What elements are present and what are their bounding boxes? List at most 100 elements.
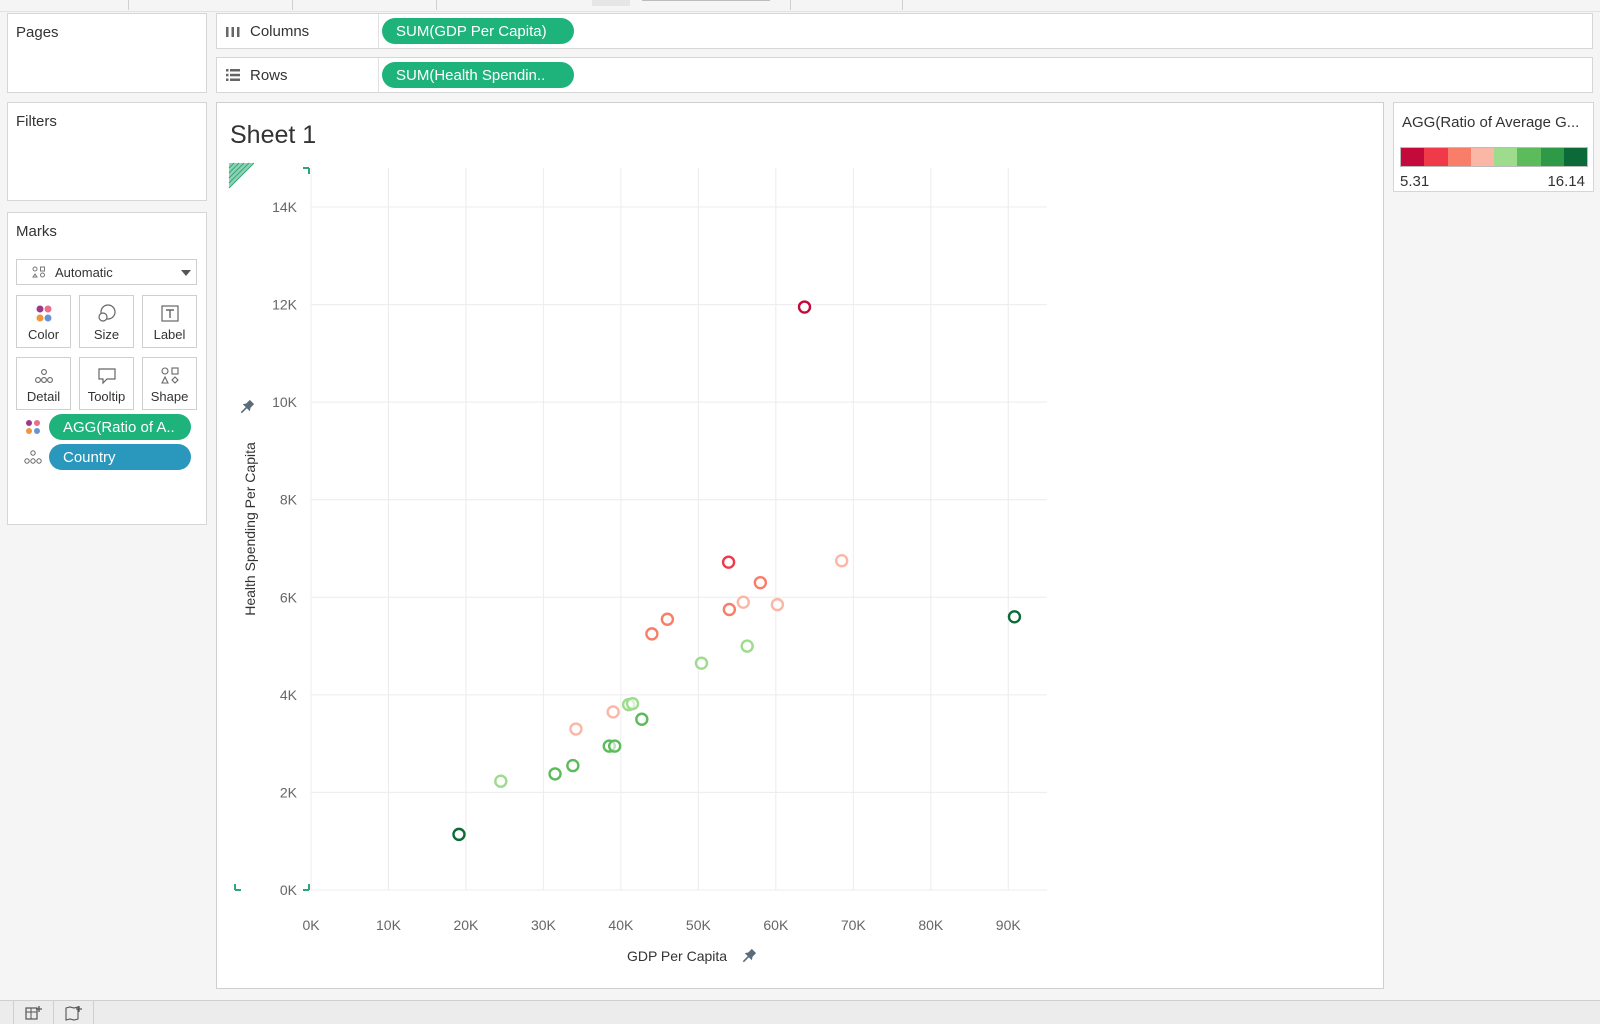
y-tick-label: 4K (280, 687, 298, 703)
frame-corner (303, 167, 310, 174)
rows-shelf[interactable]: Rows SUM(Health Spendin.. (216, 57, 1593, 93)
x-axis-title: GDP Per Capita (627, 948, 727, 964)
sheet-tab-bar (0, 1000, 1600, 1024)
data-point (797, 300, 812, 314)
gdp-per-capita-pill[interactable]: SUM(GDP Per Capita) (382, 18, 574, 44)
legend-swatch (1517, 148, 1541, 166)
color-button[interactable]: Color (16, 295, 71, 348)
legend-swatch (1401, 148, 1425, 166)
label-button[interactable]: Label (142, 295, 197, 348)
color-ramp (1400, 147, 1588, 167)
label-icon (160, 305, 179, 322)
y-tick-label: 0K (280, 882, 298, 898)
data-point (607, 739, 622, 753)
x-tick-label: 80K (918, 917, 944, 933)
automatic-icon (32, 266, 45, 278)
x-tick-label: 90K (996, 917, 1022, 933)
legend-max-value: 16.14 (1547, 173, 1585, 190)
size-button-label: Size (93, 327, 120, 342)
toolbar-tab[interactable] (642, 0, 770, 1)
detail-icon (34, 369, 53, 383)
health-spending-pill[interactable]: SUM(Health Spendin.. (382, 62, 574, 88)
detail-button[interactable]: Detail (16, 357, 71, 410)
y-axis-pin-icon[interactable] (238, 399, 256, 417)
pages-card[interactable]: Pages (7, 13, 207, 93)
data-point (834, 554, 849, 568)
data-point (722, 602, 737, 617)
detail-field-pill[interactable]: Country (49, 444, 191, 470)
data-point (566, 758, 580, 773)
y-tick-label: 2K (280, 784, 298, 800)
data-point (452, 827, 466, 842)
size-button[interactable]: Size (79, 295, 134, 348)
corner-hatch (228, 162, 250, 184)
color-field-pill[interactable]: AGG(Ratio of A.. (49, 414, 191, 440)
data-point (569, 722, 583, 736)
mark-type-label: Automatic (55, 264, 113, 280)
data-point (625, 696, 640, 711)
toolbar-divider (790, 0, 791, 10)
y-tick-label: 8K (280, 492, 298, 508)
frame-corner (303, 884, 310, 891)
legend-swatch (1494, 148, 1518, 166)
chevron-down-icon[interactable] (181, 270, 191, 276)
columns-shelf[interactable]: Columns SUM(GDP Per Capita) (216, 13, 1593, 49)
data-point (770, 597, 785, 612)
mark-type-dropdown[interactable]: Automatic (16, 259, 197, 285)
y-tick-label: 12K (272, 297, 298, 313)
color-button-label: Color (27, 327, 60, 342)
y-tick-label: 14K (272, 199, 298, 215)
scatter-plot[interactable]: 0K 10K 20K 30K 40K 50K 60K 70K 80K 90K 0K 2K 4K 6K 8K 1… (217, 103, 1385, 990)
marks-card: Marks Automatic Color Size Label (7, 212, 207, 525)
detail-button-label: Detail (26, 389, 61, 404)
shape-button[interactable]: Shape (142, 357, 197, 410)
frame-corner (234, 884, 241, 891)
data-point (740, 639, 754, 653)
legend-title: AGG(Ratio of Average G... (1402, 114, 1580, 131)
tab-scroll[interactable] (0, 1001, 14, 1024)
color-encoding-icon (26, 420, 40, 434)
color-legend[interactable]: AGG(Ratio of Average G... 5.31 16.14 (1393, 102, 1594, 192)
columns-shelf-header: Columns (217, 14, 379, 48)
toolbar-tab[interactable] (592, 0, 630, 6)
x-tick-label: 10K (376, 917, 402, 933)
corner-hatch (228, 162, 240, 174)
shape-button-label: Shape (150, 389, 189, 404)
x-axis-pin-icon[interactable] (740, 948, 758, 966)
size-icon (97, 304, 116, 322)
data-point (694, 656, 709, 670)
tooltip-button-label: Tooltip (87, 389, 126, 404)
x-tick-label: 50K (686, 917, 712, 933)
x-tick-label: 30K (531, 917, 557, 933)
x-tick-label: 20K (453, 917, 479, 933)
legend-swatch (1563, 148, 1587, 166)
label-button-label: Label (153, 327, 186, 342)
pages-title: Pages (16, 24, 59, 41)
data-point (660, 612, 675, 626)
new-sheet-button[interactable] (14, 1001, 54, 1024)
corner-hatch (228, 162, 245, 179)
filters-card[interactable]: Filters (7, 102, 207, 201)
rows-label: Rows (250, 66, 288, 84)
x-tick-label: 40K (608, 917, 634, 933)
new-dashboard-icon (64, 1006, 82, 1021)
new-dashboard-button[interactable] (54, 1001, 94, 1024)
data-point (548, 767, 562, 781)
shape-icon (160, 367, 179, 384)
toolbar-divider (128, 0, 129, 10)
toolbar-divider (292, 0, 293, 10)
data-point (721, 555, 736, 569)
sheet-title: Sheet 1 (230, 121, 317, 149)
data-point (606, 705, 620, 719)
x-tick-label: 60K (763, 917, 789, 933)
x-tick-label: 70K (841, 917, 867, 933)
legend-swatch (1447, 148, 1471, 166)
viz-canvas[interactable]: Sheet 1 0K 10K 20K 30K 40K 50K 60K 70K 80K 90K 0K 2… (216, 102, 1384, 989)
toolbar-divider (902, 0, 903, 10)
data-point (1007, 610, 1022, 624)
rows-icon (226, 69, 240, 81)
corner-hatch (228, 162, 235, 169)
data-point (736, 595, 751, 609)
tooltip-button[interactable]: Tooltip (79, 357, 134, 410)
toolbar-divider (436, 0, 437, 10)
